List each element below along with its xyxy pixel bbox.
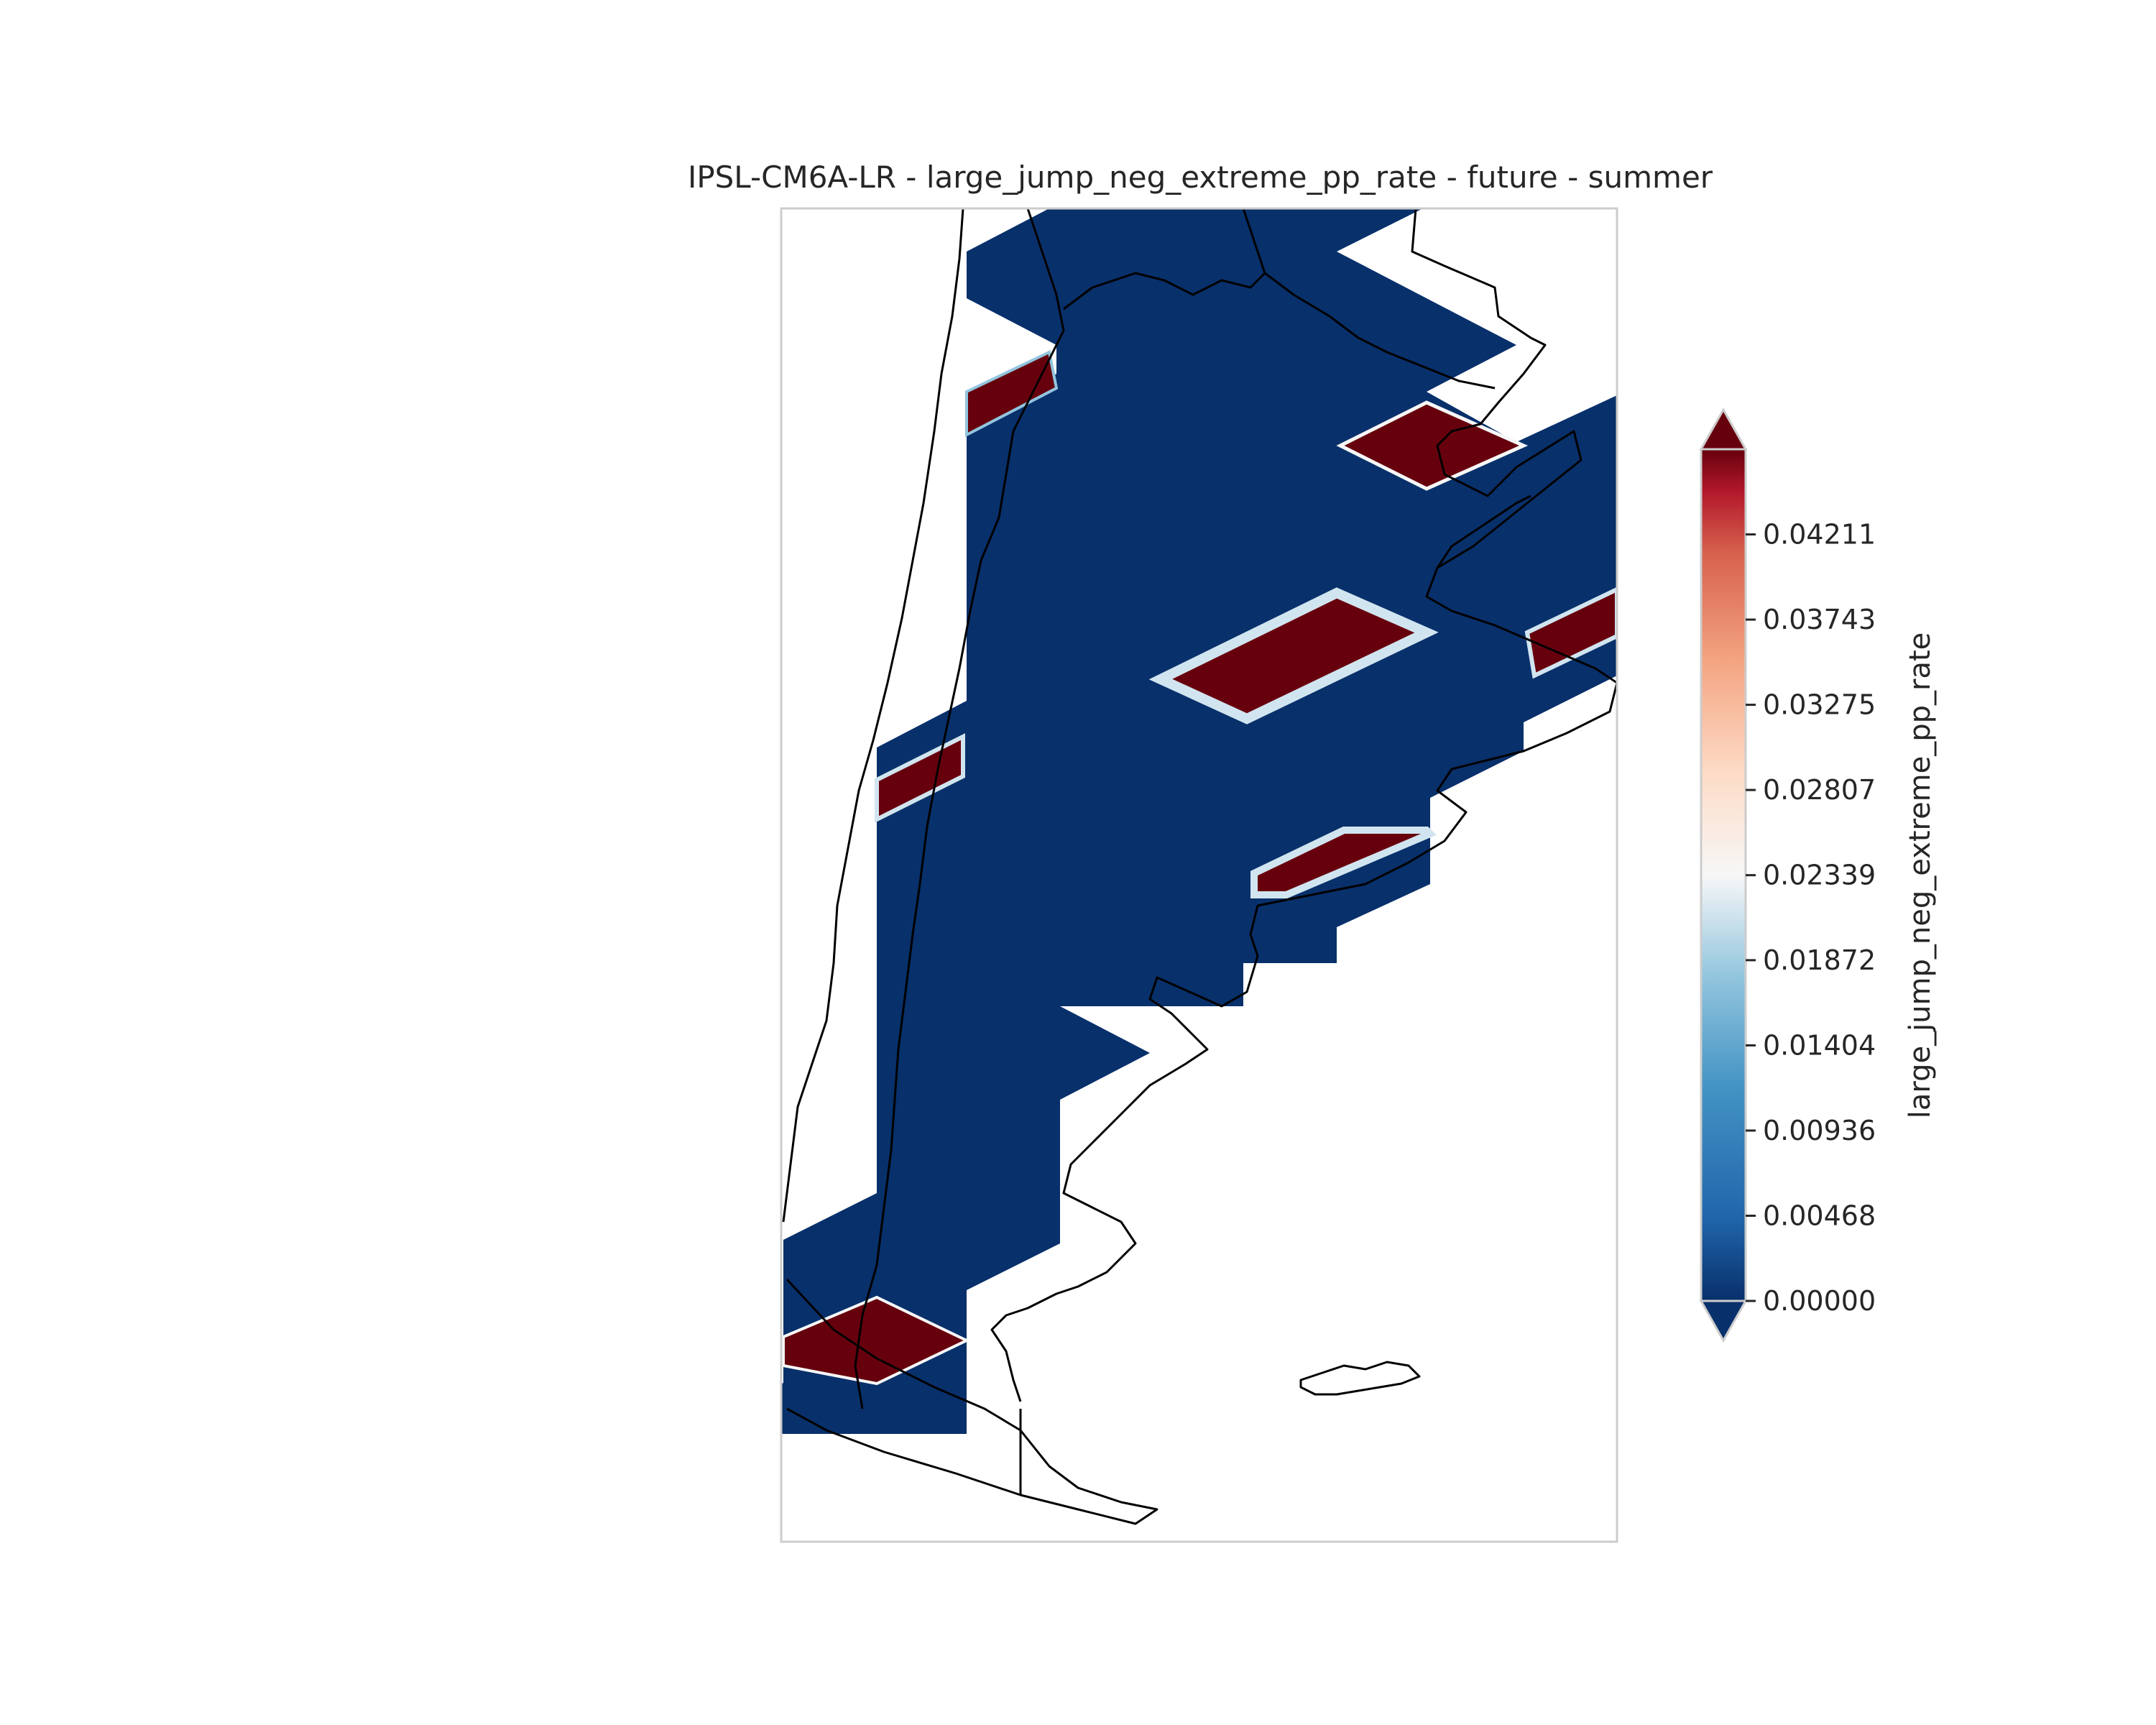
colorbar-tick-label: 0.02339 (1763, 860, 1876, 891)
andes-border (854, 208, 1065, 1409)
chart-title: IPSL-CM6A-LR - large_jump_neg_extreme_pp… (688, 160, 1713, 195)
paraguay-border (1264, 272, 1496, 390)
colorbar-tick-label: 0.02807 (1763, 774, 1876, 806)
colorbar-tick-label: 0.00936 (1763, 1115, 1876, 1146)
colorbar-tick-label: 0.04211 (1763, 519, 1876, 551)
colorbar-gradient (1701, 449, 1746, 1301)
colorbar-extend-min (1699, 1300, 1748, 1343)
colorbar-tick-label: 0.01872 (1763, 944, 1876, 976)
east-coast (990, 208, 1617, 1402)
high-cell-south (782, 1295, 970, 1386)
colorbar-tick-label: 0.03275 (1763, 689, 1876, 721)
south-tip (786, 1278, 1158, 1525)
colorbar-tick-label: 0.00000 (1763, 1285, 1876, 1317)
high-cell-east (1524, 586, 1617, 679)
high-cell-northeast (1336, 400, 1529, 491)
falklands (1299, 1361, 1421, 1396)
high-cell-north (965, 350, 1059, 438)
high-cell-center (1148, 587, 1439, 724)
colorbar: 0.00000 0.00468 0.00936 0.01404 0.01872 0.023… (1699, 407, 1937, 1343)
west-coast (782, 208, 964, 1223)
colorbar-tick-label: 0.00468 (1763, 1200, 1876, 1231)
uruguay-border (1436, 494, 1531, 569)
colorbar-label: large_jump_neg_extreme_pp_rate (1904, 632, 1937, 1119)
map-area (781, 208, 1617, 1525)
north-border (1063, 208, 1266, 310)
coastlines (782, 208, 1617, 1525)
colorbar-tick-label: 0.03743 (1763, 604, 1876, 635)
map-frame (780, 207, 1618, 1543)
colorbar-ticks: 0.00000 0.00468 0.00936 0.01404 0.01872 0.023… (1746, 519, 1876, 1317)
high-cell-coast (1250, 827, 1437, 898)
data-field-main (783, 208, 1617, 1438)
colorbar-extend-max (1699, 407, 1748, 451)
colorbar-tick-label: 0.01404 (1763, 1029, 1876, 1061)
